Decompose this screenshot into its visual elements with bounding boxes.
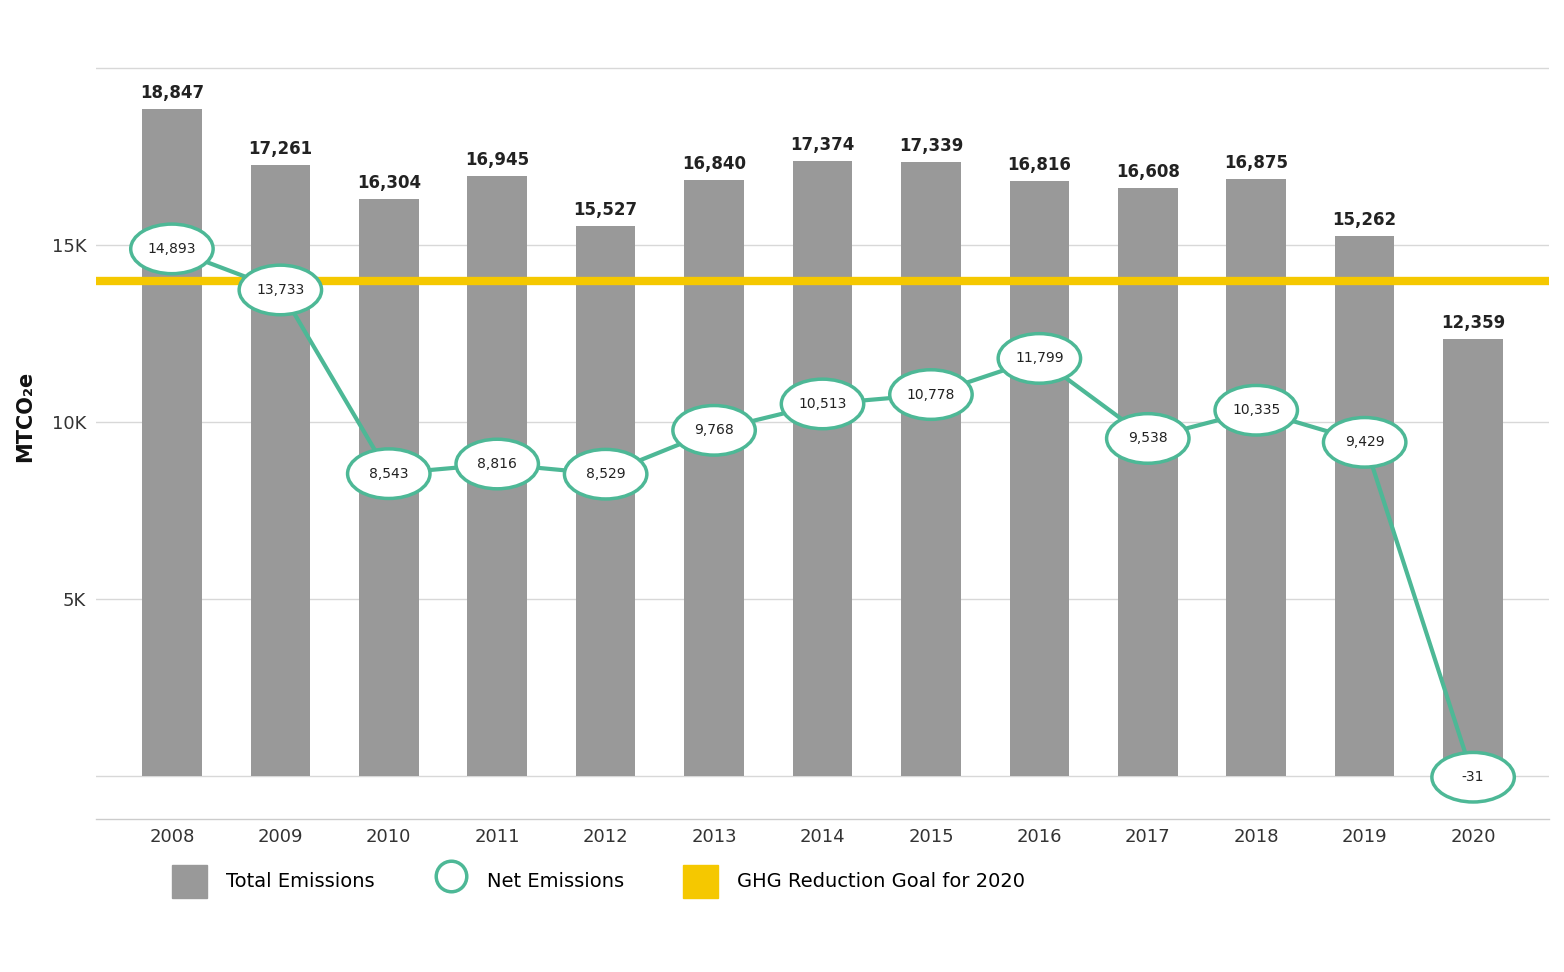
Ellipse shape (457, 439, 538, 489)
Text: 11,799: 11,799 (1015, 352, 1064, 365)
Text: 13,733: 13,733 (256, 283, 305, 297)
Y-axis label: MTCO₂e: MTCO₂e (16, 371, 34, 463)
Bar (1009, 181, 1070, 776)
Text: 16,816: 16,816 (1007, 156, 1071, 174)
Text: 8,816: 8,816 (477, 457, 518, 471)
Bar (793, 161, 852, 776)
Bar (142, 109, 202, 776)
Ellipse shape (890, 369, 973, 419)
Ellipse shape (1215, 386, 1298, 435)
Text: 8,529: 8,529 (586, 468, 626, 481)
Text: 16,875: 16,875 (1225, 154, 1289, 172)
Text: 9,768: 9,768 (694, 424, 734, 437)
Bar (250, 165, 310, 776)
Ellipse shape (673, 405, 755, 455)
Ellipse shape (131, 225, 213, 274)
Ellipse shape (1107, 414, 1189, 464)
Bar (901, 162, 960, 776)
Text: 16,304: 16,304 (357, 174, 421, 191)
Text: 9,538: 9,538 (1128, 432, 1168, 445)
Text: 8,543: 8,543 (369, 467, 408, 481)
Ellipse shape (998, 333, 1081, 383)
Text: 10,513: 10,513 (798, 397, 846, 411)
Text: 15,262: 15,262 (1333, 211, 1397, 228)
Text: 18,847: 18,847 (139, 84, 203, 102)
Bar (1118, 189, 1178, 776)
Text: 17,374: 17,374 (790, 136, 854, 154)
Text: 14,893: 14,893 (147, 242, 196, 256)
Ellipse shape (1433, 752, 1514, 802)
Text: 16,945: 16,945 (465, 152, 529, 169)
Text: 16,608: 16,608 (1115, 163, 1179, 181)
Text: 17,339: 17,339 (899, 137, 963, 156)
Bar (360, 199, 419, 776)
Ellipse shape (1323, 418, 1406, 468)
Text: -31: -31 (1462, 770, 1484, 784)
Text: 17,261: 17,261 (249, 140, 313, 158)
Bar (1334, 236, 1395, 776)
Bar (468, 176, 527, 776)
Ellipse shape (565, 449, 647, 499)
Legend: Total Emissions, Net Emissions, GHG Reduction Goal for 2020: Total Emissions, Net Emissions, GHG Redu… (164, 857, 1034, 905)
Text: 16,840: 16,840 (682, 155, 746, 173)
Bar (685, 180, 744, 776)
Ellipse shape (347, 449, 430, 499)
Ellipse shape (782, 379, 863, 429)
Bar (1226, 179, 1286, 776)
Bar (576, 226, 635, 776)
Text: 12,359: 12,359 (1440, 314, 1505, 331)
Ellipse shape (239, 265, 322, 315)
Text: 10,778: 10,778 (907, 388, 956, 401)
Text: 9,429: 9,429 (1345, 435, 1384, 449)
Bar (1444, 338, 1503, 776)
Text: 15,527: 15,527 (574, 201, 638, 220)
Text: 10,335: 10,335 (1232, 403, 1281, 417)
